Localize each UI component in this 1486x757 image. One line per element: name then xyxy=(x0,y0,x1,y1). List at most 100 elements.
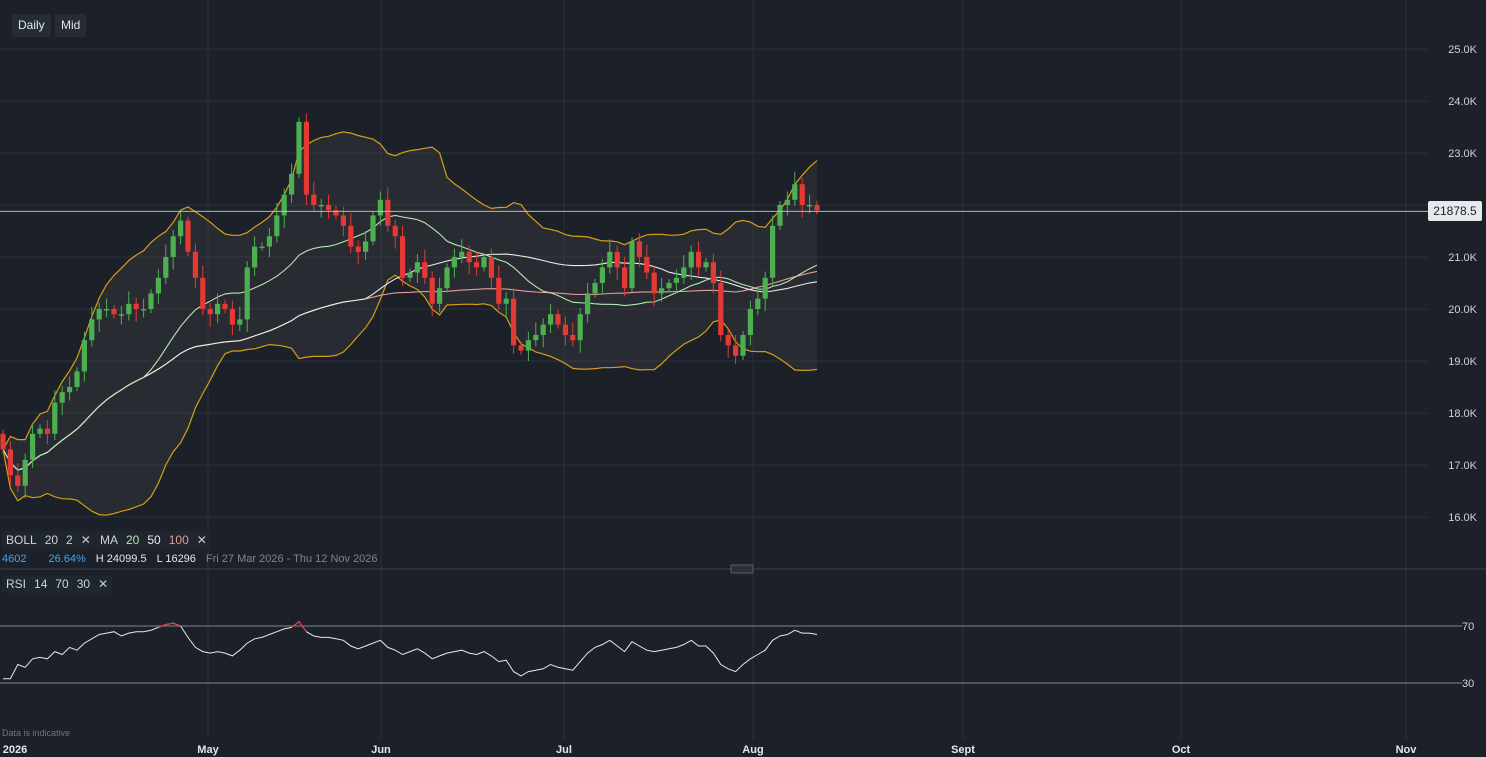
interval-button[interactable]: Daily xyxy=(12,14,51,37)
x-axis-label: Oct xyxy=(1172,744,1191,756)
panel-resize-handle xyxy=(730,564,754,574)
candle xyxy=(266,227,272,257)
candle xyxy=(340,207,346,237)
candle xyxy=(22,453,28,499)
candle-body xyxy=(74,371,80,387)
candle-body xyxy=(466,251,472,263)
y-axis-label: 25.0K xyxy=(1448,44,1477,56)
candle xyxy=(681,254,687,285)
candle xyxy=(518,341,524,355)
candle xyxy=(636,233,642,268)
candle-body xyxy=(126,303,132,315)
candle-body xyxy=(0,433,6,450)
candle-body xyxy=(252,246,258,268)
ma-legend[interactable]: MA 20 50 100 ✕ xyxy=(96,531,211,549)
candle xyxy=(414,253,420,283)
candle xyxy=(747,300,753,346)
candle xyxy=(15,462,21,493)
boll-period: 20 xyxy=(44,533,59,547)
candle-body xyxy=(599,267,605,283)
candle-body xyxy=(770,225,776,278)
candle xyxy=(67,376,73,401)
candle-body xyxy=(651,272,657,294)
x-axis-label: Nov xyxy=(1396,744,1418,756)
candle xyxy=(474,251,480,276)
candle xyxy=(133,297,139,322)
candle xyxy=(503,292,509,317)
candle xyxy=(259,242,265,251)
rsi-level-label: 70 xyxy=(1462,621,1474,633)
candle xyxy=(392,219,398,249)
current-price-tag: 21878.5 xyxy=(1428,201,1482,221)
candle-body xyxy=(200,277,206,309)
candle xyxy=(422,249,428,285)
candle-body xyxy=(377,199,383,216)
candle-body xyxy=(303,121,309,195)
candle xyxy=(96,302,102,332)
candle xyxy=(770,215,776,287)
candle-body xyxy=(215,303,221,315)
candle xyxy=(7,441,13,486)
y-axis-label: 24.0K xyxy=(1448,96,1477,108)
candle xyxy=(370,211,376,246)
candle xyxy=(407,268,413,282)
boll-legend[interactable]: BOLL 20 2 ✕ xyxy=(2,531,95,549)
candle-body xyxy=(414,262,420,273)
candle-body xyxy=(437,288,443,304)
candle xyxy=(585,283,591,323)
rsi-legend[interactable]: RSI 14 70 30 ✕ xyxy=(2,575,113,593)
candle xyxy=(311,182,317,212)
candle xyxy=(170,229,176,270)
candle-body xyxy=(548,314,554,325)
candle xyxy=(37,424,43,438)
candle xyxy=(118,305,124,325)
candle-body xyxy=(155,277,161,294)
candle-body xyxy=(659,288,665,294)
candle-body xyxy=(636,241,642,257)
x-axis-label: Aug xyxy=(742,744,763,756)
candle-body xyxy=(311,194,317,205)
candle-body xyxy=(22,459,28,486)
candle xyxy=(562,316,568,346)
candle-body xyxy=(703,262,709,268)
ma100-period: 100 xyxy=(168,533,189,547)
candle xyxy=(437,277,443,313)
candle xyxy=(740,330,746,360)
y-axis-label: 23.0K xyxy=(1448,148,1477,160)
boll-remove-icon[interactable]: ✕ xyxy=(80,533,91,547)
candle-body xyxy=(148,293,154,309)
price-type-button[interactable]: Mid xyxy=(55,14,87,37)
candle-body xyxy=(37,428,43,434)
candle xyxy=(59,385,65,416)
candle-body xyxy=(503,298,509,304)
rsi-overbought-segment xyxy=(298,621,307,633)
ma-remove-icon[interactable]: ✕ xyxy=(196,533,207,547)
y-axis-label: 18.0K xyxy=(1448,408,1477,420)
rsi-remove-icon[interactable]: ✕ xyxy=(98,577,109,591)
candle-body xyxy=(673,277,679,283)
candle-body xyxy=(370,215,376,242)
candle xyxy=(614,245,620,280)
date-range: Fri 27 Mar 2026 - Thu 12 Nov 2026 xyxy=(205,553,378,565)
candle-body xyxy=(392,225,398,237)
candle xyxy=(318,198,324,218)
x-axis-label: 2026 xyxy=(3,744,27,756)
candle-body xyxy=(481,257,487,268)
bollinger-upper xyxy=(2,131,818,450)
candle-body xyxy=(518,345,524,351)
candle xyxy=(296,117,302,178)
candle xyxy=(289,163,295,203)
candle xyxy=(629,237,635,293)
rsi-upper: 70 xyxy=(55,577,69,591)
candle xyxy=(400,225,406,287)
rsi-overbought-segment xyxy=(172,622,181,627)
candle xyxy=(651,266,657,306)
ma50-period: 50 xyxy=(147,533,161,547)
candle xyxy=(0,429,6,454)
candle-body xyxy=(141,309,147,311)
candle-body xyxy=(562,324,568,335)
candle-body xyxy=(570,335,576,341)
candle xyxy=(666,278,672,293)
candle xyxy=(326,194,332,219)
